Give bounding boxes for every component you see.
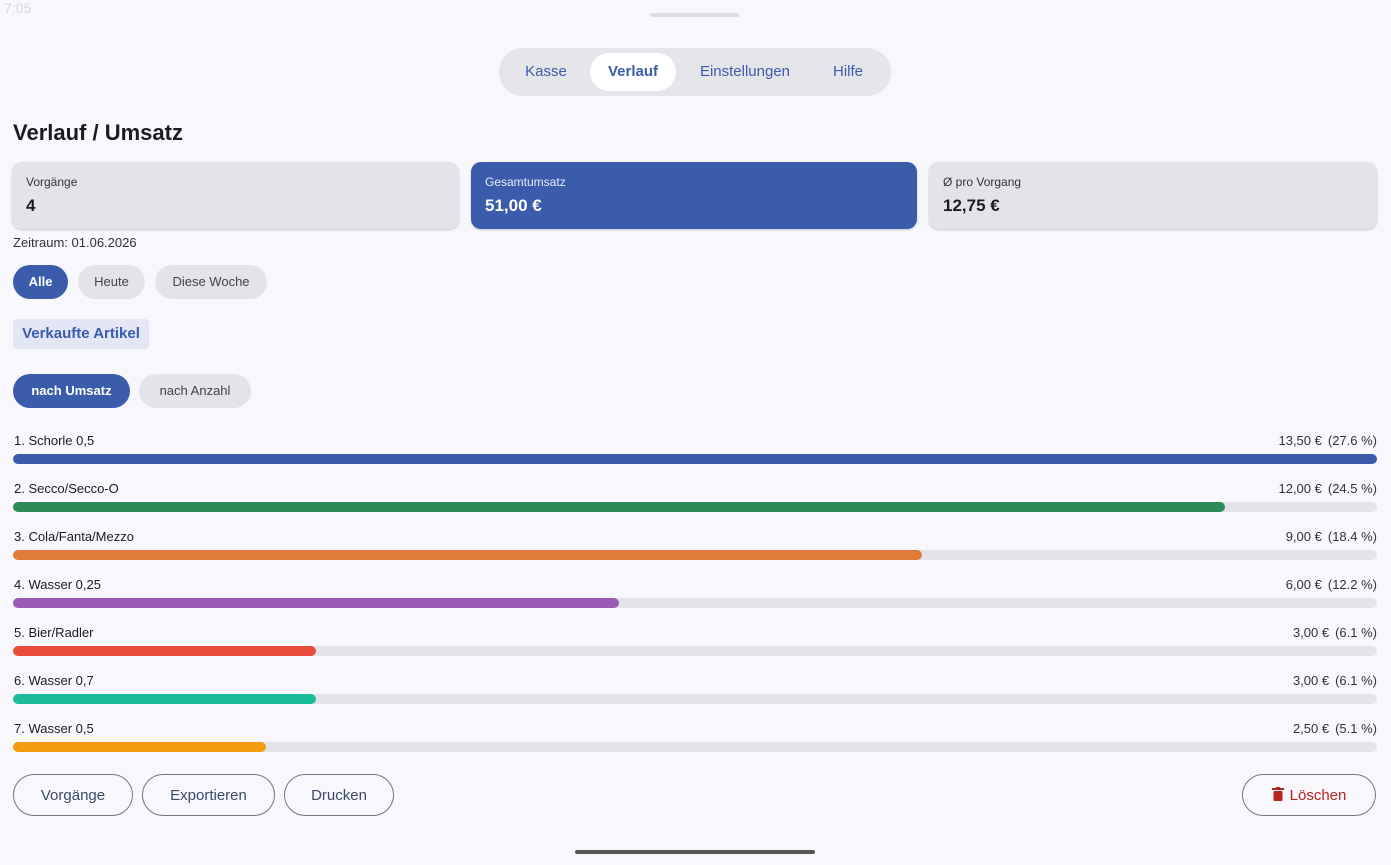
bar	[13, 598, 620, 608]
bar	[13, 502, 1226, 512]
tab[interactable]: Hilfe	[832, 63, 863, 80]
amount-label: 3,00 €	[1292, 673, 1330, 688]
nav-handle	[575, 850, 815, 854]
section-label: Verkaufte Artikel	[13, 319, 149, 349]
bar	[13, 742, 266, 752]
amount-label: 3,00 €	[1292, 625, 1330, 640]
button[interactable]: Drucken	[284, 774, 394, 816]
stat-card: Ø pro Vorgang 12,75 €	[929, 162, 1377, 229]
page-title: Verlauf / Umsatz	[13, 120, 183, 145]
filter-chip[interactable]: Diese Woche	[155, 265, 267, 299]
item-amount: 3,00 € (6.1 %)	[1293, 673, 1377, 688]
bar-track	[13, 694, 1377, 704]
handle	[650, 13, 739, 17]
card-label: Vorgänge	[26, 175, 78, 189]
tab-bar	[499, 48, 891, 96]
button-label: Löschen	[1289, 787, 1347, 804]
amount-label: 6,00 €	[1285, 577, 1322, 592]
tab-active[interactable]: Verlauf	[590, 53, 676, 91]
bar	[13, 550, 923, 560]
amount-label: 12,00 €	[1278, 481, 1322, 496]
card-value: 4	[26, 196, 36, 215]
item-label: 5. Bier/Radler	[14, 625, 94, 640]
filter-chip[interactable]: Heute	[78, 265, 145, 299]
item-label: 2. Secco/Secco-O	[14, 481, 119, 496]
item-label: 7. Wasser 0,5	[14, 721, 94, 736]
button[interactable]: Vorgänge	[13, 774, 133, 816]
stat-card: Vorgänge 4	[12, 162, 459, 229]
item-label: 1. Schorle 0,5	[14, 433, 95, 448]
item-amount: 9,00 € (18.4 %)	[1286, 529, 1377, 544]
sort-chip[interactable]: nach Umsatz	[13, 374, 130, 408]
share-label: (6.1 %)	[1335, 625, 1377, 640]
bar-track	[13, 454, 1377, 464]
button[interactable]: Exportieren	[142, 774, 275, 816]
card-label: Gesamtumsatz	[485, 175, 566, 189]
bar-track	[13, 550, 1377, 560]
card-value: 51,00 €	[485, 196, 542, 215]
period: Zeitraum: 01.06.2026	[13, 235, 137, 250]
card-label: Ø pro Vorgang	[943, 175, 1022, 189]
stat-card: Gesamtumsatz 51,00 €	[471, 162, 917, 229]
share-label: (27.6 %)	[1327, 433, 1377, 448]
item-label: 6. Wasser 0,7	[14, 673, 94, 688]
share-label: (6.1 %)	[1335, 673, 1377, 688]
share-label: (18.4 %)	[1327, 529, 1377, 544]
share-label: (5.1 %)	[1335, 721, 1377, 736]
status-time: 7:05	[4, 0, 32, 16]
item-amount: 3,00 € (6.1 %)	[1293, 625, 1377, 640]
amount-label: 9,00 €	[1285, 529, 1322, 544]
bar	[13, 694, 317, 704]
filter-chip[interactable]: Alle	[13, 265, 68, 299]
item-label: 4. Wasser 0,25	[14, 577, 101, 592]
bar	[13, 454, 1377, 464]
bar-track	[13, 502, 1377, 512]
trash-icon	[1271, 787, 1284, 801]
card-value: 12,75 €	[943, 196, 1000, 215]
item-amount: 6,00 € (12.2 %)	[1286, 577, 1377, 592]
bar-track	[13, 742, 1377, 752]
item-amount: 12,00 € (24.5 %)	[1278, 481, 1377, 496]
sort-chip[interactable]: nach Anzahl	[139, 374, 251, 408]
share-label: (12.2 %)	[1327, 577, 1377, 592]
tab[interactable]: Einstellungen	[699, 63, 791, 80]
item-label: 3. Cola/Fanta/Mezzo	[14, 529, 134, 544]
amount-label: 2,50 €	[1292, 721, 1330, 736]
tab[interactable]: Kasse	[525, 63, 567, 80]
bar-track	[13, 646, 1377, 656]
bar	[13, 646, 317, 656]
share-label: (24.5 %)	[1327, 481, 1377, 496]
bar-track	[13, 598, 1377, 608]
delete-button[interactable]: Löschen	[1242, 774, 1376, 816]
item-amount: 2,50 € (5.1 %)	[1293, 721, 1377, 736]
item-amount: 13,50 € (27.6 %)	[1278, 433, 1377, 448]
amount-label: 13,50 €	[1278, 433, 1322, 448]
